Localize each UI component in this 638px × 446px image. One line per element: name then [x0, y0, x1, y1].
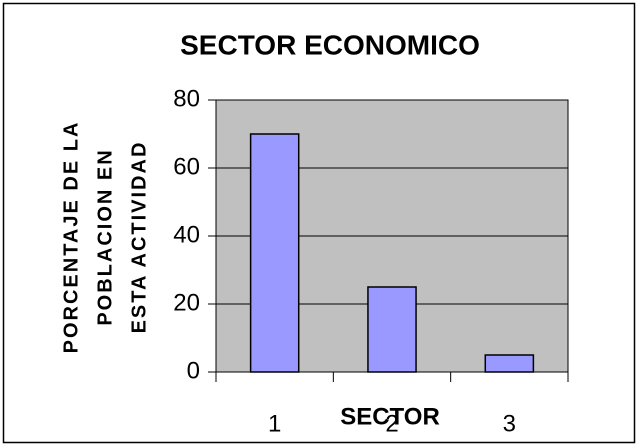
x-tick-label: 3: [503, 410, 516, 437]
y-tick-label: 80: [173, 85, 200, 112]
y-axis-label-line: ESTA ACTIVIDAD: [128, 141, 150, 334]
y-axis-label-line: POBLACION EN: [94, 148, 116, 325]
x-tick-label: 2: [385, 410, 398, 437]
y-tick-label: 40: [173, 221, 200, 248]
bar: [367, 286, 417, 373]
y-axis-label-line: PORCENTAJE DE LA: [60, 121, 82, 354]
y-tick-label: 0: [187, 357, 200, 384]
y-tick-label: 60: [173, 153, 200, 180]
x-axis-label: SECTOR: [340, 403, 440, 430]
y-tick-label: 20: [173, 289, 200, 316]
x-tick-label: 1: [268, 410, 281, 437]
bar: [249, 133, 300, 373]
bar: [484, 354, 535, 373]
y-axis-label: PORCENTAJE DE LA POBLACION EN ESTA ACTIVID…: [60, 121, 150, 354]
chart-title: SECTOR ECONOMICO: [180, 29, 480, 60]
